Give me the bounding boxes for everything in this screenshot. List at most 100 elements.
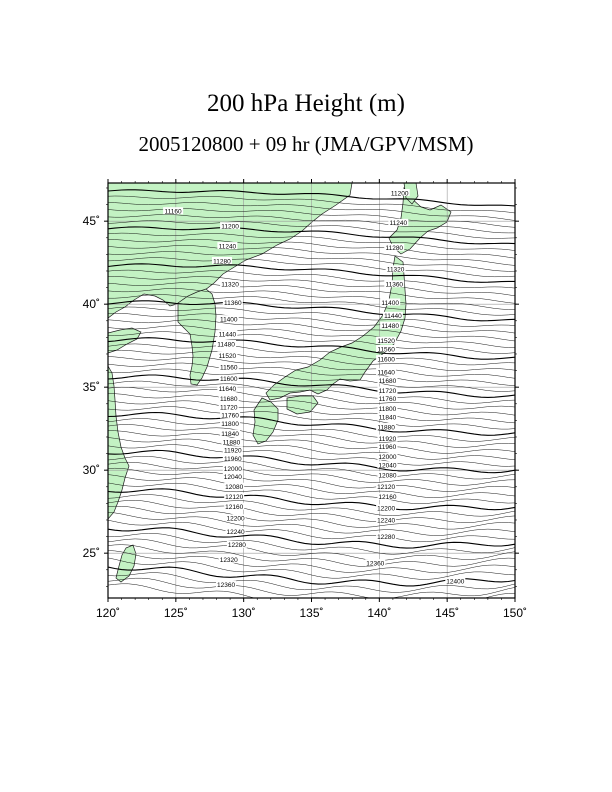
contour-label: 11480: [381, 323, 399, 330]
contour-label-bg: [218, 555, 239, 563]
contour-line: [108, 257, 515, 278]
contour-label-bg: [224, 502, 245, 510]
contour-label-bg: [376, 336, 397, 344]
contour-label: 11680: [379, 378, 397, 385]
contour-line: [108, 276, 515, 297]
contour-label: 11520: [377, 338, 395, 345]
contour-label-bg: [377, 471, 398, 479]
contour-label: 11640: [377, 370, 395, 377]
contour-line: [108, 406, 515, 430]
contour-label-bg: [377, 404, 398, 412]
contour-line: [108, 325, 515, 348]
contour-label-bg: [220, 411, 241, 419]
contour-labels: 11160 11200 11240 11280 11320 11360 11400 11440…: [163, 188, 466, 589]
contour-label: 11520: [219, 353, 237, 360]
contour-label-bg: [226, 540, 247, 548]
contour-line: [108, 430, 515, 454]
contour-label: 11240: [390, 220, 408, 227]
contour-label: 12280: [377, 534, 395, 541]
contour-line: [108, 577, 515, 598]
contour-line: [108, 386, 515, 410]
contour-label: 11560: [220, 365, 238, 372]
contour-line: [108, 202, 515, 221]
contour-line: [108, 380, 515, 404]
contour-label: 11960: [224, 456, 242, 463]
contour-line: [108, 424, 515, 448]
contour-label: 11560: [377, 346, 395, 353]
shikoku: [286, 395, 319, 415]
contour-label: 11920: [224, 448, 242, 455]
contour-label-bg: [377, 442, 398, 450]
contour-line: [108, 319, 515, 342]
contour-label-bg: [385, 265, 406, 273]
contour-label-bg: [384, 280, 405, 288]
contour-line: [108, 488, 515, 511]
height-contours: [108, 189, 515, 598]
lon-tick-label: 145˚: [435, 606, 459, 620]
contour-label: 11400: [381, 300, 399, 307]
contour-line: [108, 482, 515, 504]
contour-label: 12160: [378, 494, 396, 501]
contour-line: [108, 519, 515, 543]
graticule: [108, 183, 515, 598]
land-layer: [108, 183, 452, 583]
contour-line: [108, 245, 515, 266]
contour-label-bg: [217, 384, 238, 392]
contour-line: [108, 444, 515, 467]
contour-label-bg: [377, 394, 398, 402]
contour-label: 11280: [213, 258, 231, 265]
contour-line: [108, 356, 515, 379]
kyushu: [252, 397, 279, 445]
contour-line: [108, 251, 515, 272]
contour-label-bg: [216, 580, 237, 588]
contour-label-bg: [222, 298, 243, 306]
contour-label: 11360: [224, 300, 242, 307]
contour-line: [108, 461, 515, 486]
contour-label: 11320: [387, 267, 405, 274]
contour-line: [108, 195, 515, 214]
contour-label: 12360: [366, 560, 384, 567]
contour-label: 11760: [379, 396, 397, 403]
contour-label: 11600: [377, 356, 395, 363]
asia-mainland: [108, 183, 353, 319]
contour-label: 11200: [391, 190, 409, 197]
contour-line: [108, 538, 515, 561]
contour-label: 11840: [379, 414, 397, 421]
contour-label: 11760: [221, 413, 239, 420]
lat-tick-label: 25˚: [83, 546, 100, 560]
contour-label-bg: [377, 452, 398, 460]
contour-line: [108, 362, 515, 386]
contour-line: [108, 189, 515, 207]
contour-label: 12080: [378, 472, 396, 479]
contour-label-bg: [376, 423, 397, 431]
contour-label-bg: [445, 577, 466, 585]
contour-label: 12200: [377, 506, 395, 513]
contour-label: 12240: [226, 529, 244, 536]
contour-label-bg: [222, 464, 243, 472]
lat-tick-label: 40˚: [83, 297, 100, 311]
contour-label-bg: [376, 354, 397, 362]
contour-line: [108, 505, 515, 530]
contour-label: 12120: [377, 484, 395, 491]
contour-label-bg: [218, 374, 239, 382]
contour-label-bg: [220, 419, 241, 427]
contour-line: [108, 550, 515, 574]
contour-label: 11840: [221, 431, 239, 438]
contour-label: 11440: [384, 313, 402, 320]
contour-label: 11400: [220, 316, 238, 323]
contour-label-bg: [218, 363, 239, 371]
contour-label-bg: [365, 559, 386, 567]
contour-label-bg: [382, 311, 403, 319]
honshu: [265, 255, 407, 401]
contour-label: 11440: [219, 331, 237, 338]
contour-label-bg: [211, 257, 232, 265]
contour-label-bg: [220, 222, 241, 230]
contour-label: 12400: [446, 579, 464, 586]
contour-line: [108, 343, 515, 366]
contour-line: [108, 467, 515, 492]
contour-line: [108, 456, 515, 480]
contour-label-bg: [220, 280, 241, 288]
contour-line: [108, 239, 515, 259]
contour-line: [108, 306, 515, 327]
